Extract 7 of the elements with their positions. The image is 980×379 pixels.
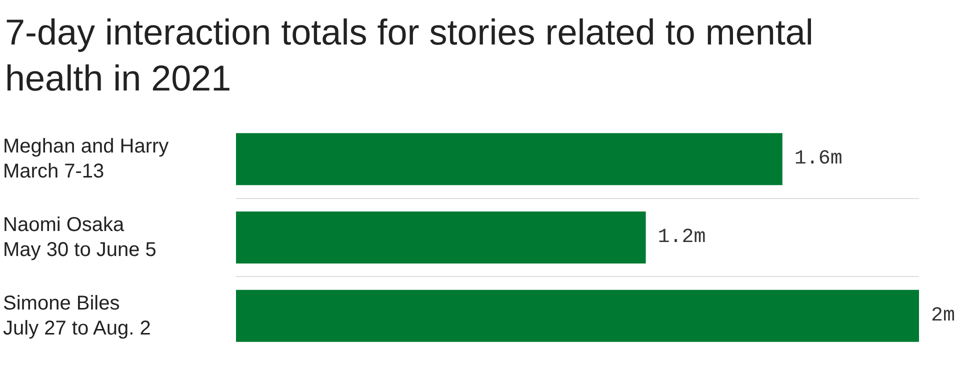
data-label: 1.2m (658, 226, 706, 249)
y-tick-label: Meghan and Harry March 7-13 (3, 136, 169, 183)
data-label: 2m (931, 304, 956, 328)
y-tick-label: Simone Biles July 27 to Aug. 2 (3, 292, 151, 340)
data-label: 1.6m (794, 148, 842, 171)
y-tick-label: Naomi Osaka May 30 to June 5 (3, 214, 156, 261)
chart-title: 7-day interaction totals for stories related to mental health in 2021 (5, 12, 824, 98)
